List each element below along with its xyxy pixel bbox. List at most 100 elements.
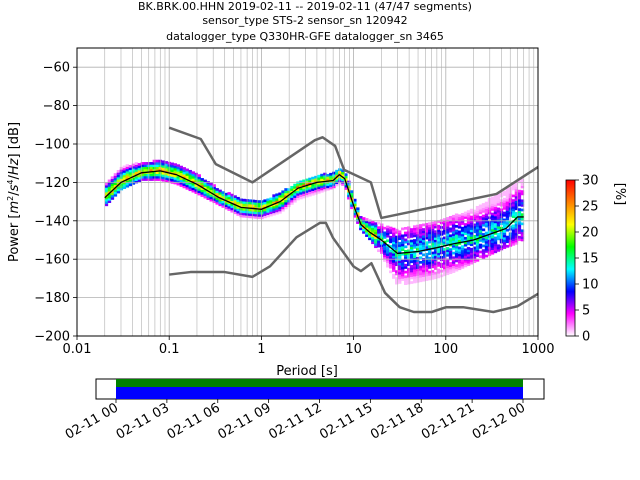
- heatmap-cell: [463, 250, 468, 254]
- colorbar-tick-label: 25: [582, 200, 599, 215]
- heatmap-cell: [275, 200, 279, 204]
- heatmap-cell: [383, 245, 387, 248]
- heatmap-cell: [380, 248, 384, 252]
- heatmap-cell: [110, 194, 115, 198]
- heatmap-cell: [371, 232, 375, 235]
- heatmap-cell: [371, 225, 375, 228]
- heatmap-cell: [233, 197, 237, 201]
- heatmap-cell: [224, 197, 228, 201]
- heatmap-cell: [412, 278, 417, 281]
- heatmap-cell: [445, 217, 450, 220]
- y-label-part: ] [dB]: [7, 122, 22, 159]
- heatmap-cell: [502, 239, 507, 242]
- y-axis-ticks: −60−80−100−120−140−160−180−200: [34, 61, 77, 345]
- colorbar-tick-label: 5: [582, 304, 590, 319]
- heatmap-cell: [200, 187, 204, 190]
- heatmap-cell: [194, 175, 198, 178]
- heatmap-cell: [305, 185, 309, 189]
- heatmap-cell: [314, 182, 318, 186]
- heatmap-cell: [323, 188, 327, 192]
- heatmap-cell: [149, 166, 154, 170]
- heatmap-cell: [326, 176, 330, 179]
- heatmap-cell: [404, 259, 408, 262]
- heatmap-cell: [392, 241, 396, 245]
- heatmap-cell: [398, 255, 402, 259]
- heatmap-cell: [107, 184, 112, 187]
- heatmap-cell: [421, 271, 426, 275]
- heatmap-cell: [505, 198, 510, 202]
- heatmap-cell: [197, 176, 201, 180]
- heatmap-cell: [520, 217, 525, 221]
- heatmap-cell: [427, 229, 432, 232]
- heatmap-cell: [415, 270, 420, 274]
- heatmap-cell: [415, 247, 420, 251]
- heatmap-cell: [248, 213, 252, 216]
- heatmap-cell: [374, 238, 378, 242]
- heatmap-cell: [475, 249, 480, 253]
- heatmap-cell: [481, 249, 486, 252]
- heatmap-cell: [170, 169, 174, 173]
- heatmap-cell: [430, 230, 435, 234]
- heatmap-cell: [278, 192, 282, 196]
- heatmap-cell: [398, 235, 402, 238]
- heatmap-cell: [514, 230, 519, 234]
- heatmap-cell: [475, 205, 480, 209]
- heatmap-cell: [463, 255, 468, 259]
- heatmap-cell: [407, 272, 411, 276]
- heatmap-cell: [347, 187, 351, 191]
- heatmap-cell: [472, 225, 477, 229]
- heatmap-cell: [475, 238, 480, 241]
- heatmap-cell: [448, 239, 453, 242]
- heatmap-cell: [134, 169, 139, 172]
- heatmap-cell: [418, 274, 423, 278]
- y-label-part: Power [: [7, 214, 22, 263]
- heatmap-cell: [377, 228, 381, 232]
- heatmap-cell: [433, 221, 438, 224]
- heatmap-cell: [404, 231, 408, 235]
- heatmap-cell: [395, 238, 399, 241]
- heatmap-cell: [472, 237, 477, 241]
- heatmap-cell: [505, 196, 510, 200]
- heatmap-cell: [505, 194, 510, 197]
- heatmap-cell: [463, 216, 468, 219]
- heatmap-cell: [457, 223, 462, 227]
- heatmap-cell: [407, 251, 411, 255]
- heatmap-cell: [278, 210, 282, 214]
- heatmap-cell: [418, 279, 423, 283]
- heatmap-cell: [377, 226, 381, 230]
- chart-title-line-2: sensor_type STS-2 sensor_sn 120942: [202, 14, 407, 27]
- heatmap-cell: [511, 224, 516, 228]
- heatmap-cell: [398, 267, 402, 270]
- heatmap-cell: [484, 245, 489, 249]
- heatmap-cell: [496, 221, 501, 225]
- heatmap-cell: [415, 268, 420, 272]
- heatmap-cell: [430, 233, 435, 236]
- heatmap-cell: [484, 254, 489, 258]
- heatmap-cell: [478, 216, 483, 219]
- heatmap-cell: [383, 226, 387, 230]
- heatmap-cell: [275, 198, 279, 201]
- heatmap-cell: [430, 240, 435, 243]
- heatmap-cell: [119, 178, 124, 182]
- heatmap-cell: [155, 173, 160, 177]
- heatmap-cell: [317, 184, 321, 187]
- heatmap-cell: [173, 163, 177, 166]
- heatmap-cell: [125, 164, 130, 167]
- heatmap-cell: [505, 221, 510, 225]
- heatmap-cell: [410, 271, 414, 275]
- heatmap-cell: [472, 211, 477, 215]
- heatmap-cell: [421, 230, 426, 234]
- heatmap-cell: [212, 186, 216, 190]
- heatmap-cell: [116, 186, 121, 189]
- heatmap-cell: [442, 250, 447, 254]
- heatmap-cell: [254, 204, 258, 208]
- heatmap-cell: [475, 252, 480, 255]
- heatmap-cell: [454, 264, 459, 267]
- heatmap-cell: [418, 228, 423, 232]
- heatmap-cell: [218, 198, 222, 202]
- heatmap-cell: [520, 192, 525, 196]
- heatmap-cell: [362, 228, 366, 232]
- heatmap-cell: [203, 184, 207, 187]
- heatmap-cell: [517, 180, 522, 184]
- heatmap-cell: [125, 175, 130, 179]
